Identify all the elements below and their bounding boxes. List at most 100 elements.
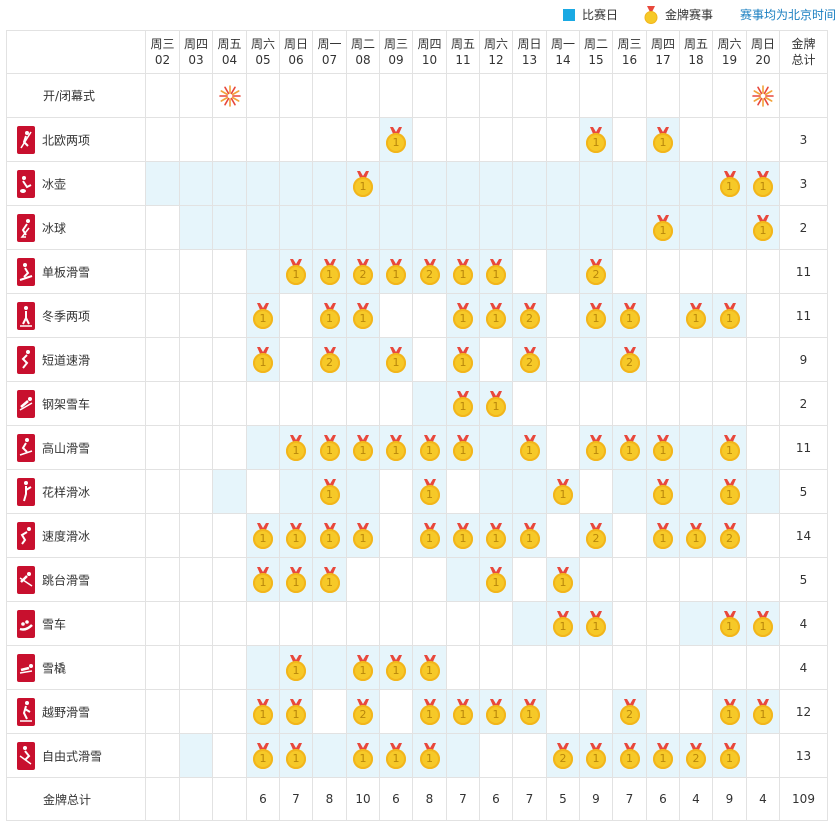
sport-row[interactable]: 自由式滑雪 1 1 1 1 1 2 1 1 1 2 1 13 (6, 733, 828, 778)
day-cell[interactable]: 1 (312, 293, 347, 338)
day-cell[interactable]: 2 (712, 513, 747, 558)
day-cell[interactable]: 1 (712, 601, 747, 646)
day-cell[interactable]: 2 (612, 689, 647, 734)
day-cell[interactable]: 1 (646, 205, 680, 250)
day-cell[interactable]: 1 (612, 733, 647, 778)
day-cell[interactable]: 1 (446, 293, 480, 338)
day-cell[interactable]: 1 (279, 557, 313, 602)
day-cell[interactable]: 1 (279, 689, 313, 734)
day-cell[interactable]: 1 (446, 249, 480, 294)
sport-name-cell[interactable]: 北欧两项 (6, 117, 146, 162)
day-cell[interactable]: 1 (246, 557, 280, 602)
day-cell[interactable]: 1 (446, 513, 480, 558)
sport-row[interactable]: 雪橇 1 1 1 1 4 (6, 645, 828, 690)
day-cell[interactable]: 1 (379, 733, 413, 778)
sport-row[interactable]: 跳台滑雪 1 1 1 1 1 5 (6, 557, 828, 602)
day-cell[interactable]: 1 (312, 557, 347, 602)
day-cell[interactable]: 1 (546, 601, 580, 646)
sport-row[interactable]: 短道速滑 1 2 1 1 2 2 9 (6, 337, 828, 382)
sport-name-cell[interactable]: 速度滑冰 (6, 513, 146, 558)
day-cell[interactable]: 1 (312, 513, 347, 558)
sport-name-cell[interactable]: 冰球 (6, 205, 146, 250)
day-cell[interactable]: 1 (512, 513, 547, 558)
sport-row[interactable]: 越野滑雪 1 1 2 1 1 1 1 2 1 1 12 (6, 689, 828, 734)
day-cell[interactable]: 2 (679, 733, 713, 778)
day-cell[interactable]: 1 (446, 381, 480, 426)
day-cell[interactable]: 1 (512, 425, 547, 470)
day-cell[interactable]: 2 (579, 249, 613, 294)
day-cell[interactable]: 1 (379, 337, 413, 382)
day-cell[interactable]: 1 (346, 645, 380, 690)
day-cell[interactable]: 1 (712, 469, 747, 514)
day-cell[interactable]: 1 (246, 337, 280, 382)
day-cell[interactable]: 1 (746, 205, 780, 250)
day-cell[interactable]: 1 (479, 249, 513, 294)
day-cell[interactable]: 1 (412, 689, 447, 734)
day-cell[interactable]: 1 (412, 469, 447, 514)
day-cell[interactable]: 1 (412, 513, 447, 558)
day-cell[interactable]: 1 (379, 117, 413, 162)
day-cell[interactable]: 1 (746, 161, 780, 206)
day-cell[interactable]: 2 (546, 733, 580, 778)
day-cell[interactable]: 1 (712, 689, 747, 734)
day-cell[interactable]: 2 (512, 293, 547, 338)
day-cell[interactable]: 1 (479, 293, 513, 338)
day-cell[interactable]: 1 (312, 425, 347, 470)
day-cell[interactable]: 1 (579, 425, 613, 470)
sport-row[interactable]: 高山滑雪 1 1 1 1 1 1 1 1 1 1 1 11 (6, 425, 828, 470)
sport-name-cell[interactable]: 雪车 (6, 601, 146, 646)
day-cell[interactable]: 1 (512, 689, 547, 734)
day-cell[interactable]: 1 (712, 161, 747, 206)
day-cell[interactable]: 1 (312, 469, 347, 514)
day-cell[interactable]: 1 (446, 425, 480, 470)
day-cell[interactable]: 1 (246, 689, 280, 734)
day-cell[interactable]: 1 (346, 161, 380, 206)
day-cell[interactable]: 1 (246, 513, 280, 558)
day-cell[interactable]: 1 (279, 513, 313, 558)
day-cell[interactable]: 1 (612, 425, 647, 470)
sport-row[interactable]: 冰球 1 1 2 (6, 205, 828, 250)
day-cell[interactable]: 1 (579, 733, 613, 778)
day-cell[interactable]: 1 (646, 513, 680, 558)
day-cell[interactable]: 1 (546, 557, 580, 602)
day-cell[interactable]: 1 (579, 601, 613, 646)
day-cell[interactable]: 1 (712, 425, 747, 470)
day-cell[interactable]: 1 (412, 645, 447, 690)
day-cell[interactable]: 1 (646, 733, 680, 778)
sport-name-cell[interactable]: 高山滑雪 (6, 425, 146, 470)
sport-row[interactable]: 速度滑冰 1 1 1 1 1 1 1 1 2 1 1 2 14 (6, 513, 828, 558)
day-cell[interactable]: 1 (746, 689, 780, 734)
day-cell[interactable]: 1 (346, 293, 380, 338)
day-cell[interactable]: 1 (746, 601, 780, 646)
day-cell[interactable]: 2 (579, 513, 613, 558)
day-cell[interactable]: 1 (346, 733, 380, 778)
day-cell[interactable]: 1 (312, 249, 347, 294)
sport-name-cell[interactable]: 越野滑雪 (6, 689, 146, 734)
sport-name-cell[interactable]: 冬季两项 (6, 293, 146, 338)
day-cell[interactable]: 2 (512, 337, 547, 382)
day-cell[interactable]: 1 (646, 117, 680, 162)
day-cell[interactable]: 1 (412, 733, 447, 778)
sport-row[interactable]: 雪车 1 1 1 1 4 (6, 601, 828, 646)
day-cell[interactable]: 1 (279, 645, 313, 690)
day-cell[interactable]: 1 (546, 469, 580, 514)
day-cell[interactable]: 1 (246, 293, 280, 338)
day-cell[interactable]: 1 (379, 249, 413, 294)
sport-name-cell[interactable]: 雪橇 (6, 645, 146, 690)
day-cell[interactable]: 1 (479, 557, 513, 602)
day-cell[interactable]: 1 (379, 425, 413, 470)
day-cell[interactable]: 1 (612, 293, 647, 338)
sport-row[interactable]: 钢架雪车 1 1 2 (6, 381, 828, 426)
day-cell[interactable]: 1 (679, 293, 713, 338)
sport-name-cell[interactable]: 跳台滑雪 (6, 557, 146, 602)
day-cell[interactable]: 1 (646, 469, 680, 514)
sport-name-cell[interactable]: 花样滑冰 (6, 469, 146, 514)
day-cell[interactable]: 2 (312, 337, 347, 382)
day-cell[interactable]: 1 (479, 513, 513, 558)
day-cell[interactable]: 1 (346, 425, 380, 470)
day-cell[interactable]: 2 (412, 249, 447, 294)
day-cell[interactable]: 1 (246, 733, 280, 778)
sport-row[interactable]: 北欧两项 1 1 1 3 (6, 117, 828, 162)
day-cell[interactable]: 1 (279, 733, 313, 778)
day-cell[interactable]: 2 (612, 337, 647, 382)
